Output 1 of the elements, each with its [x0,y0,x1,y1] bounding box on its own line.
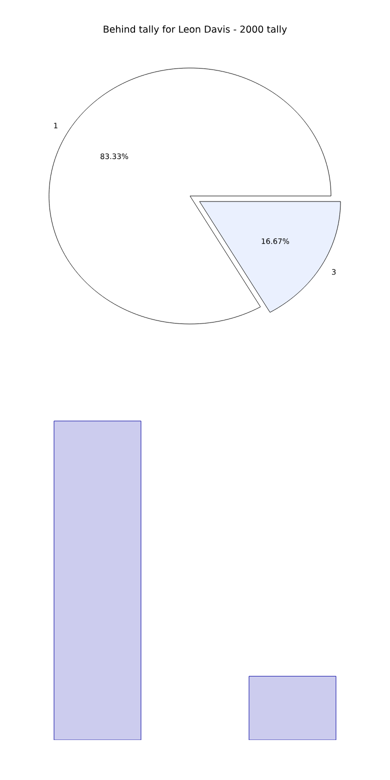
chart-title: Behind tally for Leon Davis - 2000 tally [104,25,287,35]
